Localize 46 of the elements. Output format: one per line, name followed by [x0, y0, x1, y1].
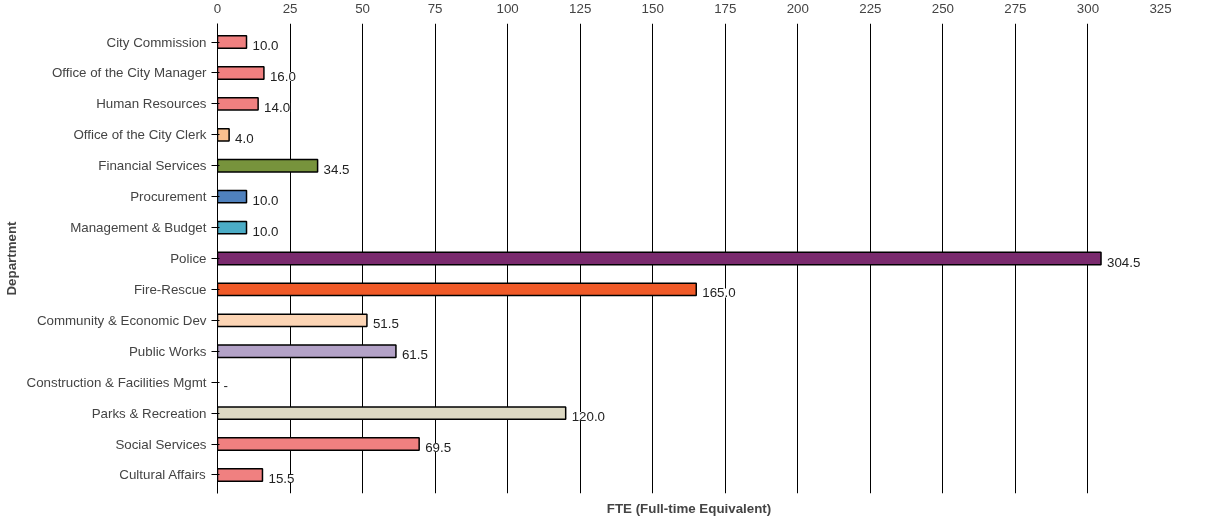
- data-label: 15.5: [268, 470, 295, 486]
- x-tick-label: 125: [569, 0, 592, 16]
- y-tick-label: Cultural Affairs: [119, 467, 207, 483]
- x-tick-label: 75: [427, 0, 443, 16]
- data-label: 61.5: [401, 347, 428, 363]
- y-tick-label: Police: [170, 251, 207, 266]
- x-tick-label: 25: [282, 0, 298, 16]
- data-label: 10.0: [252, 223, 279, 239]
- data-label: -: [223, 378, 228, 394]
- x-tick-label: 50: [355, 0, 370, 16]
- x-tick-label: 300: [1076, 0, 1100, 16]
- x-tick-label: 325: [1149, 0, 1172, 16]
- x-tick-label: 225: [859, 0, 882, 16]
- data-label: 304.5: [1107, 254, 1141, 270]
- y-tick-label: Financial Services: [98, 158, 207, 174]
- x-tick-label: 150: [641, 0, 664, 16]
- data-label: 120.0: [571, 409, 606, 425]
- y-tick-label: Management & Budget: [70, 220, 207, 236]
- y-tick-label: Office of the City Clerk: [73, 127, 207, 143]
- y-tick-label: Construction & Facilities Mgmt: [26, 374, 207, 390]
- x-tick-label: 175: [714, 0, 737, 16]
- y-tick-label: City Commission: [106, 34, 207, 50]
- y-tick-label: Community & Economic Dev: [36, 312, 207, 328]
- data-label: 4.0: [235, 130, 254, 146]
- y-tick-label: Human Resources: [96, 96, 207, 112]
- x-tick-label: 100: [496, 0, 519, 16]
- y-axis-title: Department: [3, 220, 19, 296]
- data-label: 14.0: [264, 99, 291, 115]
- y-tick-label: Parks & Recreation: [91, 405, 207, 421]
- data-label: 69.5: [425, 440, 452, 456]
- x-tick-label: 200: [786, 0, 809, 16]
- x-tick-label: 275: [1004, 0, 1027, 16]
- data-label: 51.5: [372, 316, 399, 332]
- data-label: 10.0: [252, 38, 279, 54]
- data-label: 16.0: [269, 68, 296, 84]
- data-label: 10.0: [252, 192, 279, 208]
- y-tick-label: Office of the City Manager: [51, 65, 208, 81]
- y-tick-label: Procurement: [130, 189, 207, 205]
- data-label: 34.5: [323, 161, 350, 177]
- x-tick-label: 250: [931, 0, 955, 16]
- y-tick-label: Fire-Rescue: [133, 281, 207, 297]
- x-tick-label: 0: [213, 0, 222, 16]
- data-label: 165.0: [702, 285, 736, 301]
- x-axis-title: FTE (Full-time Equivalent): [606, 500, 772, 516]
- y-tick-label: Public Works: [128, 343, 207, 359]
- y-tick-label: Social Services: [115, 436, 207, 452]
